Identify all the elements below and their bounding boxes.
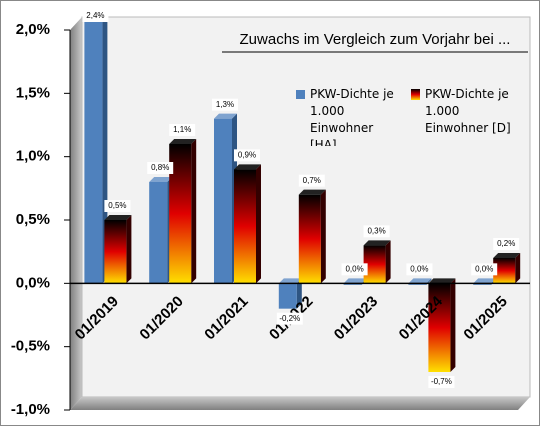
label-bg (234, 149, 260, 162)
side-wall (70, 17, 82, 410)
label-bg (104, 200, 131, 212)
data-label: 1,1% (173, 125, 191, 134)
data-label: 0,9% (238, 150, 256, 159)
bar (298, 194, 321, 284)
data-label: 2,4% (86, 11, 104, 20)
y-tick-label: 1,0% (16, 148, 50, 165)
bar-side (450, 278, 456, 372)
bar (493, 258, 516, 284)
bar (278, 283, 297, 309)
legend-swatch (296, 90, 305, 99)
label-bg (276, 312, 303, 325)
bar-side (191, 139, 197, 284)
legend-item: PKW-Dichte je 1.000 Einwohner [HA] (296, 87, 394, 146)
bar (104, 220, 127, 284)
bar-top (234, 164, 261, 170)
y-tick-label: 0,0% (16, 274, 50, 291)
bars (84, 14, 521, 372)
bar-top (428, 278, 456, 284)
data-label: 0,0% (475, 264, 493, 273)
legend-label: PKW-Dichte je 1.000 Einwohner [D] (425, 87, 511, 135)
bar-top (104, 215, 132, 220)
plot (84, 14, 521, 372)
y-tick-label: -0,5% (11, 338, 50, 355)
label-bg (363, 225, 390, 238)
bar-top (214, 113, 237, 119)
legend-label: PKW-Dichte je 1.000 Einwohner [HA] (310, 87, 394, 146)
y-tick-label: 2,0% (16, 21, 50, 38)
label-bg (212, 98, 238, 111)
bar-top (298, 189, 326, 195)
bar (363, 245, 386, 284)
bar (84, 14, 103, 284)
floor (70, 397, 530, 410)
data-label: -0,2% (279, 314, 300, 323)
bar-side (126, 215, 132, 284)
data-label: 0,2% (497, 239, 515, 248)
bar-top (493, 253, 521, 258)
chart-title: Zuwachs im Vergleich zum Vorjahr bei ... (240, 31, 511, 48)
legend-swatch (411, 89, 420, 100)
label-bg (82, 10, 109, 22)
y-tick-label: -1,0% (11, 401, 50, 418)
label-bg (493, 238, 520, 250)
y-tick-label: 1,5% (16, 84, 50, 101)
bar-side (296, 278, 302, 309)
data-label: 0,3% (367, 226, 385, 235)
data-label: 0,0% (345, 264, 363, 273)
label-bg (169, 124, 196, 136)
bar-side (385, 240, 391, 284)
bar-top (278, 278, 302, 284)
bar (149, 182, 168, 284)
bar-side (515, 253, 521, 284)
bar-top (363, 240, 391, 246)
bar-top (408, 278, 432, 284)
bar-top (343, 278, 367, 284)
bar-side (256, 164, 261, 284)
bar (428, 283, 451, 372)
bar-top (169, 139, 197, 144)
bar (169, 144, 192, 284)
data-label: 0,7% (303, 176, 321, 185)
data-label: 0,8% (151, 163, 169, 172)
data-label: 0,0% (410, 264, 428, 273)
label-bg (341, 263, 368, 276)
data-label: 0,5% (108, 201, 126, 210)
label-bg (298, 174, 325, 187)
bar (214, 118, 232, 284)
data-label: 1,3% (216, 100, 234, 109)
label-bg (471, 263, 498, 276)
y-tick-label: 0,5% (16, 211, 50, 228)
label-bg (406, 263, 433, 276)
bar-side (102, 14, 108, 284)
data-label: -0,7% (431, 377, 452, 386)
legend-item: PKW-Dichte je 1.000 Einwohner [D] (411, 87, 511, 135)
bar-top (473, 278, 497, 284)
bar-top (149, 177, 173, 182)
label-bg (428, 376, 455, 388)
bar-side (320, 189, 326, 284)
label-bg (147, 162, 174, 174)
bar (234, 169, 256, 284)
